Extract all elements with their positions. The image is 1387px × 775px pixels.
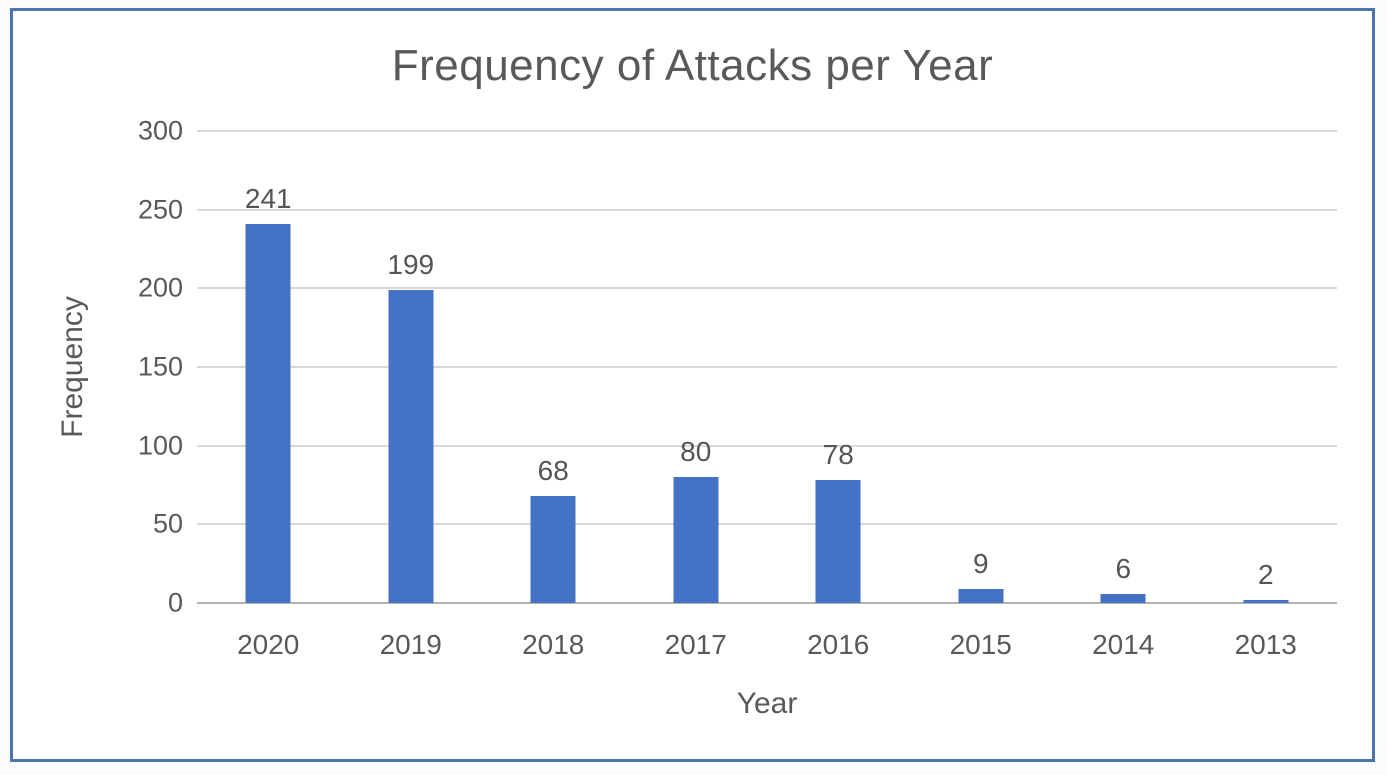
y-axis-title-wrap: Frequency <box>51 131 95 603</box>
bar <box>673 477 719 603</box>
x-tick-label: 2018 <box>522 629 585 660</box>
y-axis-tick-labels: 0 50 100 150 200 250 300 <box>97 117 183 616</box>
bar-slot: 6 <box>1052 131 1195 603</box>
gridline <box>197 287 1337 290</box>
bars-row: 241 199 68 80 78 9 6 2 <box>197 131 1337 603</box>
bar <box>958 588 1004 603</box>
y-tick-label: 250 <box>137 194 183 225</box>
bar-slot: 241 <box>197 131 340 603</box>
y-axis-title: Frequency <box>56 296 89 438</box>
bar-value-label: 78 <box>822 439 854 471</box>
bar-slot: 2 <box>1195 131 1338 603</box>
bar <box>1243 599 1289 603</box>
bar-slot: 78 <box>767 131 910 603</box>
bar <box>245 223 291 603</box>
x-tick-label: 2019 <box>379 629 442 660</box>
x-tick-label: 2014 <box>1092 629 1155 660</box>
gridline <box>197 130 1337 132</box>
x-axis-tick-labels: 2020 2019 2018 2017 2016 2015 2014 2013 <box>197 629 1337 661</box>
x-tick-label: 2017 <box>664 629 727 660</box>
gridline <box>197 208 1337 211</box>
y-tick-label: 200 <box>137 272 183 303</box>
chart-title: Frequency of Attacks per Year <box>391 41 994 90</box>
bar <box>388 289 434 603</box>
plot-area: 241 199 68 80 78 9 6 2 <box>197 130 1337 604</box>
bar-slot: 9 <box>910 131 1053 603</box>
bar-slot: 199 <box>340 131 483 603</box>
y-tick-label: 150 <box>137 351 183 382</box>
y-tick-label: 300 <box>137 115 183 146</box>
x-tick-label: 2015 <box>949 629 1012 660</box>
bar-value-label: 6 <box>1115 552 1132 584</box>
bar-value-label: 9 <box>972 547 989 579</box>
gridline <box>197 444 1337 447</box>
bar-value-label: 2 <box>1257 558 1274 590</box>
bar <box>1100 593 1146 603</box>
bar-value-label: 80 <box>680 436 712 468</box>
y-tick-label: 0 <box>167 587 183 618</box>
y-tick-label: 50 <box>152 508 183 539</box>
gridline <box>197 523 1337 526</box>
x-tick-label: 2016 <box>807 629 870 660</box>
bar-value-label: 241 <box>244 182 292 214</box>
chart-frame: Frequency of Attacks per Year Frequency … <box>10 8 1375 762</box>
x-tick-label: 2020 <box>237 629 300 660</box>
bar <box>530 496 576 603</box>
gridline <box>197 366 1337 368</box>
bar <box>815 480 861 603</box>
bar-value-label: 68 <box>537 455 569 487</box>
x-tick-label: 2013 <box>1234 629 1297 660</box>
x-axis-line <box>197 602 1337 604</box>
bar-value-label: 199 <box>387 248 435 280</box>
x-axis-title: Year <box>736 687 798 720</box>
y-tick-label: 100 <box>137 430 183 461</box>
bar-slot: 80 <box>625 131 768 603</box>
bar-slot: 68 <box>482 131 625 603</box>
